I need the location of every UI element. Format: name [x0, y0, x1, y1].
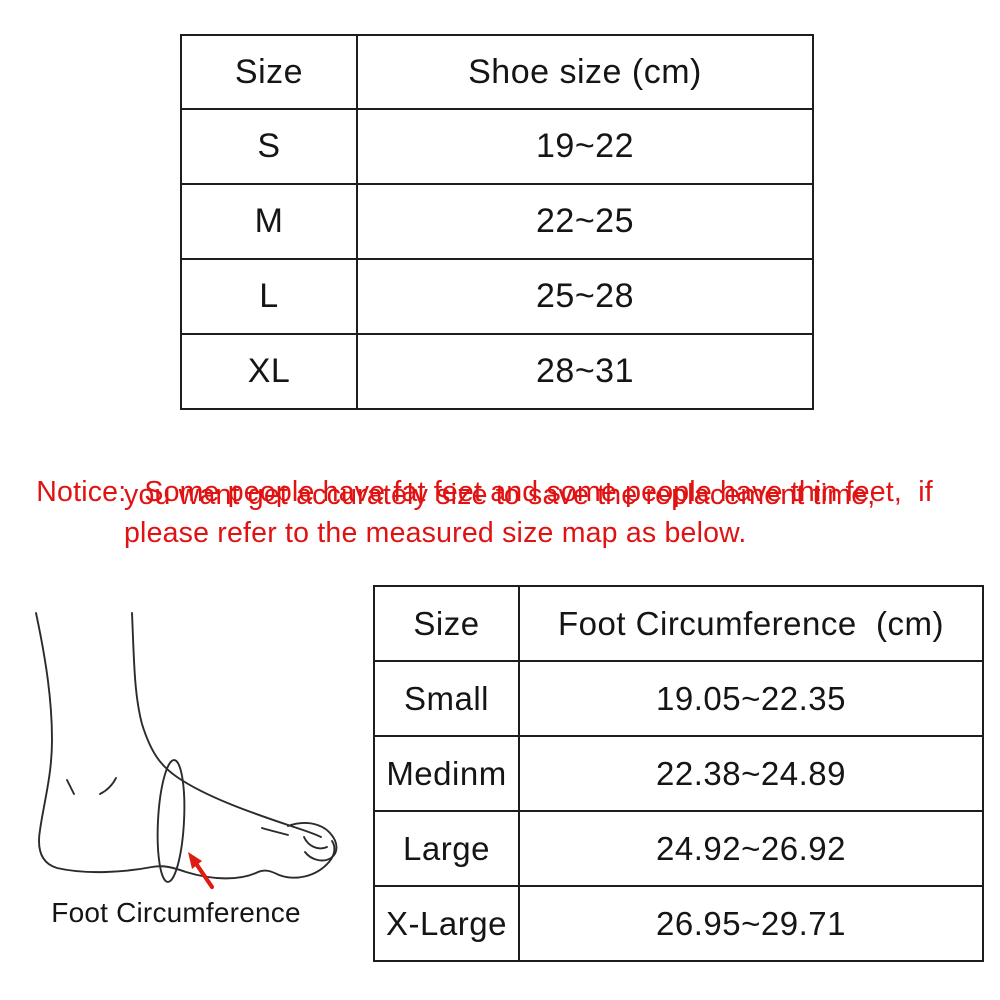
size-cell: M — [180, 183, 358, 260]
size-cell: Small — [373, 660, 520, 737]
size-cell: X-Large — [373, 885, 520, 962]
size-cell: S — [180, 108, 358, 185]
foot-diagram-caption: Foot Circumference — [51, 897, 301, 928]
notice-line: please refer to the measured size map as… — [124, 517, 747, 549]
table-row: XL 28~31 — [180, 333, 814, 410]
table-row: Small 19.05~22.35 — [373, 660, 984, 737]
range-cell: 24.92~26.92 — [518, 810, 984, 887]
circumference-band — [156, 759, 186, 883]
notice-line: you want get accurately size to save the… — [124, 479, 876, 511]
range-cell: 28~31 — [356, 333, 814, 410]
range-cell: 19.05~22.35 — [518, 660, 984, 737]
table-header-row: Size Foot Circumference (cm) — [373, 585, 984, 662]
shoe-size-table: Size Shoe size (cm) S 19~22 M 22~25 L 25… — [180, 34, 814, 410]
range-cell: 26.95~29.71 — [518, 885, 984, 962]
table-row: L 25~28 — [180, 258, 814, 335]
table-row: Medinm 22.38~24.89 — [373, 735, 984, 812]
table-row: Large 24.92~26.92 — [373, 810, 984, 887]
notice-label: Notice: — [36, 476, 127, 508]
size-cell: L — [180, 258, 358, 335]
foot-outline — [35, 612, 338, 883]
notice-text: Some people have fat feet and some peopl… — [144, 476, 933, 508]
range-cell: 22~25 — [356, 183, 814, 260]
table-row: M 22~25 — [180, 183, 814, 260]
circumference-table-header-size: Size — [373, 585, 520, 662]
arrow-icon — [188, 852, 215, 890]
size-cell: Large — [373, 810, 520, 887]
circumference-table-header-circumference: Foot Circumference (cm) — [518, 585, 984, 662]
notice-line: Notice: Some people have fat feet and som… — [20, 441, 933, 509]
shoe-table-header-shoe-size: Shoe size (cm) — [356, 34, 814, 110]
range-cell: 19~22 — [356, 108, 814, 185]
table-row: X-Large 26.95~29.71 — [373, 885, 984, 962]
table-header-row: Size Shoe size (cm) — [180, 34, 814, 110]
circumference-table: Size Foot Circumference (cm) Small 19.05… — [373, 585, 984, 962]
shoe-table-header-size: Size — [180, 34, 358, 110]
size-cell: Medinm — [373, 735, 520, 812]
ankle-mark — [66, 779, 75, 795]
range-cell: 25~28 — [356, 258, 814, 335]
table-row: S 19~22 — [180, 108, 814, 185]
size-cell: XL — [180, 333, 358, 410]
foot-diagram — [35, 612, 338, 890]
range-cell: 22.38~24.89 — [518, 735, 984, 812]
ankle-mark — [99, 777, 117, 795]
